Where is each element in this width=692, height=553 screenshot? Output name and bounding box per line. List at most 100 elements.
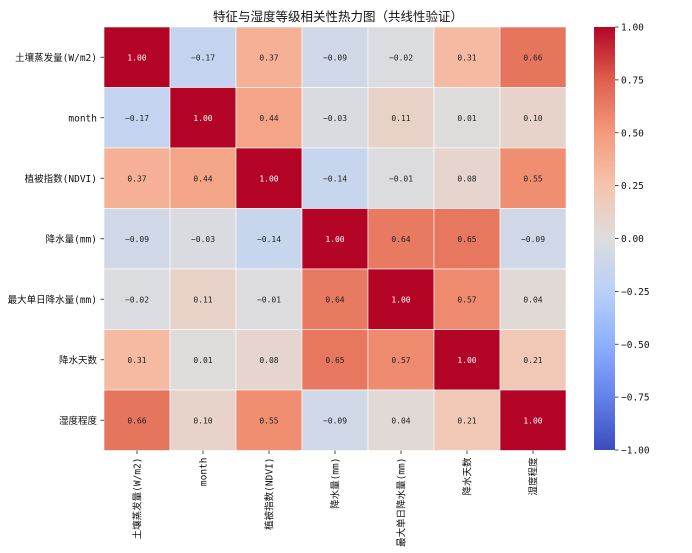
cell-value-2-6: 0.55 [523,174,542,183]
cell-value-5-1: 0.01 [193,356,212,365]
heatmap-cell-3-6 [499,208,567,270]
heatmap-cell-1-5 [433,87,501,149]
y-tick-label-4: 最大单日降水量(mm) [8,294,97,306]
cell-value-1-2: 0.44 [259,114,278,123]
cell-value-5-4: 0.57 [391,356,410,365]
cell-value-4-0: −0.02 [125,295,149,304]
heatmap-cell-3-5 [433,208,501,270]
cell-value-0-1: −0.17 [191,53,215,62]
heatmap-cell-5-1 [169,329,237,391]
y-tick-label-0: 土壤蒸发量(W/m2) [15,52,97,64]
cell-value-0-5: 0.31 [457,53,476,62]
colorbar: 1.00 0.75 0.50 0.25 0.00 −0.25 −0.50 −0.75 −1.00 [594,23,650,457]
cell-value-5-6: 0.21 [523,356,542,365]
cell-value-4-6: 0.04 [523,295,542,304]
heatmap-cell-6-2 [235,389,303,451]
heatmap-cell-6-3 [301,389,369,451]
heatmap-cell-0-5 [433,26,501,88]
heatmap-cell-0-3 [301,26,369,88]
heatmap-cell-3-3 [301,208,369,270]
heatmap-cell-2-5 [433,147,501,209]
x-tick-label-4: 最大单日降水量(mm) [396,458,408,547]
cell-value-3-3: 1.00 [325,235,344,244]
cell-value-1-0: −0.17 [125,114,149,123]
colorbar-gradient [594,27,615,450]
heatmap-cell-6-6 [499,389,567,451]
cell-value-1-4: 0.11 [391,114,410,123]
cell-value-3-2: −0.14 [257,235,281,244]
heatmap-cell-4-6 [499,268,567,330]
heatmap-cell-0-1 [169,26,237,88]
colorbar-tick-label-8: −1.00 [621,446,650,457]
cell-value-1-6: 0.10 [523,114,542,123]
heatmap-cell-3-0 [103,208,171,270]
heatmap-cells: 1.00 −0.17 0.37 −0.09 −0.02 0.31 0.66 −0.17 1.00… [103,26,567,451]
cell-value-3-6: −0.09 [521,235,545,244]
heatmap-cell-6-0 [103,389,171,451]
heatmap-cell-5-2 [235,329,303,391]
cell-value-0-6: 0.66 [523,53,542,62]
heatmap-cell-5-4 [367,329,435,391]
cell-value-2-1: 0.44 [193,174,212,183]
colorbar-tick-label-4: 0.00 [621,234,644,245]
cell-value-4-3: 0.64 [325,295,344,304]
cell-value-2-5: 0.08 [457,174,476,183]
heatmap-cell-5-3 [301,329,369,391]
y-tick-label-2: 植被指数(NDVI) [25,173,97,185]
y-axis-labels: 土壤蒸发量(W/m2) month 植被指数(NDVI) 降水量(mm) 最大单日降水量… [8,52,104,427]
cell-value-6-2: 0.55 [259,416,278,425]
heatmap-cell-2-0 [103,147,171,209]
heatmap-cell-2-4 [367,147,435,209]
heatmap-cell-1-4 [367,87,435,149]
y-tick-label-1: month [68,113,97,124]
cell-value-3-1: −0.03 [191,235,215,244]
x-axis-labels: 土壤蒸发量(W/m2) month 植被指数(NDVI) 降水量(mm) 最大单日降水量… [132,450,540,547]
cell-value-6-4: 0.04 [391,416,410,425]
cell-value-3-0: −0.09 [125,235,149,244]
x-tick-label-3: 降水量(mm) [330,458,342,509]
heatmap-cell-5-6 [499,329,567,391]
heatmap-cell-6-4 [367,389,435,451]
y-tick-label-3: 降水量(mm) [46,233,97,245]
heatmap-cell-3-1 [169,208,237,270]
colorbar-tick-label-6: −0.50 [621,340,650,351]
cell-value-3-4: 0.64 [391,235,410,244]
cell-value-1-1: 1.00 [193,114,212,123]
heatmap-cell-1-2 [235,87,303,149]
cell-value-0-2: 0.37 [259,53,278,62]
heatmap-cell-0-0 [103,26,171,88]
heatmap-cell-2-3 [301,147,369,209]
heatmap-cell-2-2 [235,147,303,209]
colorbar-tick-label-2: 0.50 [621,128,644,139]
heatmap-cell-5-0 [103,329,171,391]
cell-value-6-5: 0.21 [457,416,476,425]
heatmap-cell-4-2 [235,268,303,330]
cell-value-2-2: 1.00 [259,174,278,183]
colorbar-tick-label-0: 1.00 [621,23,644,34]
heatmap-cell-1-6 [499,87,567,149]
cell-value-5-2: 0.08 [259,356,278,365]
cell-value-6-1: 0.10 [193,416,212,425]
cell-value-4-5: 0.57 [457,295,476,304]
cell-value-6-3: −0.09 [323,416,347,425]
heatmap-cell-2-1 [169,147,237,209]
cell-value-3-5: 0.65 [457,235,476,244]
cell-value-4-2: −0.01 [257,295,281,304]
cell-value-6-0: 0.66 [127,416,146,425]
heatmap-cell-1-0 [103,87,171,149]
cell-value-6-6: 1.00 [523,416,542,425]
x-tick-label-6: 湿度程度 [528,457,540,496]
cell-value-2-4: −0.01 [389,174,413,183]
heatmap-cell-2-6 [499,147,567,209]
cell-value-0-3: −0.09 [323,53,347,62]
x-tick-label-2: 植被指数(NDVI) [264,458,276,530]
y-tick-label-6: 湿度程度 [59,415,98,427]
heatmap-cell-0-2 [235,26,303,88]
cell-value-2-3: −0.14 [323,174,347,183]
x-tick-label-1: month [199,458,210,487]
x-tick-label-5: 降水天数 [462,457,474,496]
cell-value-4-1: 0.11 [193,295,212,304]
cell-value-1-5: 0.01 [457,114,476,123]
cell-value-5-3: 0.65 [325,356,344,365]
